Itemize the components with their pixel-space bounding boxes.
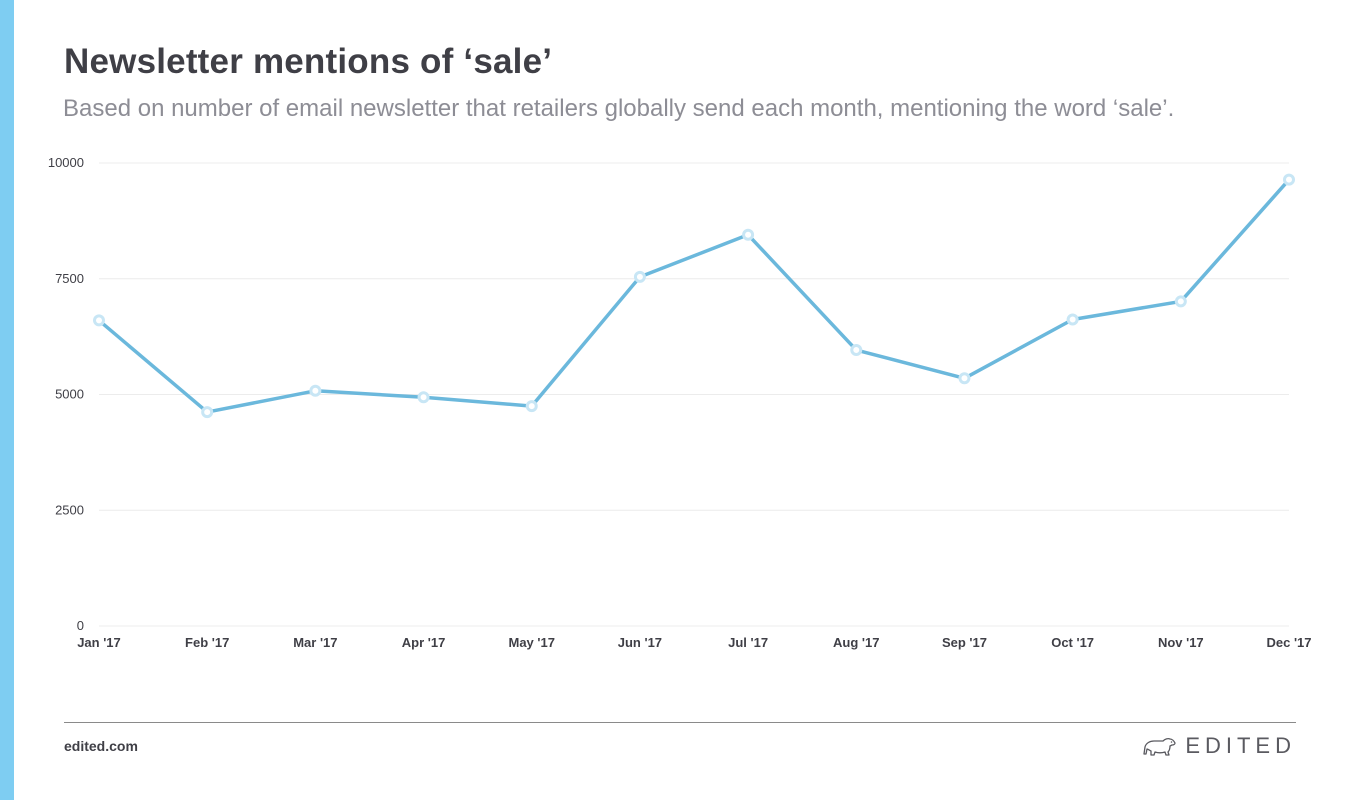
footer-divider [64, 722, 1296, 723]
accent-bar [0, 0, 14, 800]
x-tick-label: Dec '17 [1266, 635, 1311, 650]
y-tick-label: 10000 [48, 155, 84, 170]
grid-lines [99, 162, 1289, 627]
line-chart: 0 2500 5000 7500 10000 Jan '17 Feb '17 Mar '17… [48, 155, 1312, 650]
data-point [633, 270, 646, 283]
y-tick-label: 7500 [55, 271, 84, 286]
brand-logo[interactable]: EDITED [1143, 733, 1296, 759]
x-tick-label: Jan '17 [77, 635, 121, 650]
x-tick-label: Feb '17 [185, 635, 229, 650]
x-tick-label: Nov '17 [1158, 635, 1204, 650]
x-tick-label: Jun '17 [618, 635, 662, 650]
data-point [525, 400, 538, 413]
chart-subtitle: Based on number of email newsletter that… [63, 95, 1175, 122]
x-tick-label: Apr '17 [402, 635, 446, 650]
x-tick-label: Oct '17 [1051, 635, 1094, 650]
data-point [850, 344, 863, 357]
y-tick-label: 0 [77, 618, 84, 633]
brand-wordmark: EDITED [1185, 733, 1296, 758]
chart-title: Newsletter mentions of ‘sale’ [64, 42, 553, 81]
x-tick-label: Mar '17 [293, 635, 337, 650]
data-point [742, 228, 755, 241]
data-point [417, 391, 430, 404]
series-layer [97, 177, 1291, 414]
data-point [958, 372, 971, 385]
series-line [97, 177, 1291, 414]
x-tick-label: Sep '17 [942, 635, 987, 650]
data-point [1283, 173, 1295, 186]
x-axis-ticks: Jan '17 Feb '17 Mar '17 Apr '17 May '17 Jun '… [77, 635, 1311, 650]
data-point [93, 314, 105, 327]
data-point [309, 384, 322, 397]
x-tick-label: Jul '17 [728, 635, 768, 650]
x-tick-label: Aug '17 [833, 635, 879, 650]
markers-layer [93, 173, 1295, 419]
y-tick-label: 5000 [55, 387, 84, 402]
y-tick-label: 2500 [55, 502, 84, 517]
polar-bear-icon [1143, 737, 1176, 756]
data-point [201, 406, 214, 419]
data-point [1066, 313, 1079, 326]
data-point [1174, 295, 1187, 308]
y-axis-ticks: 0 2500 5000 7500 10000 [48, 155, 84, 633]
x-tick-label: May '17 [509, 635, 555, 650]
footer-site-link[interactable]: edited.com [64, 738, 138, 754]
